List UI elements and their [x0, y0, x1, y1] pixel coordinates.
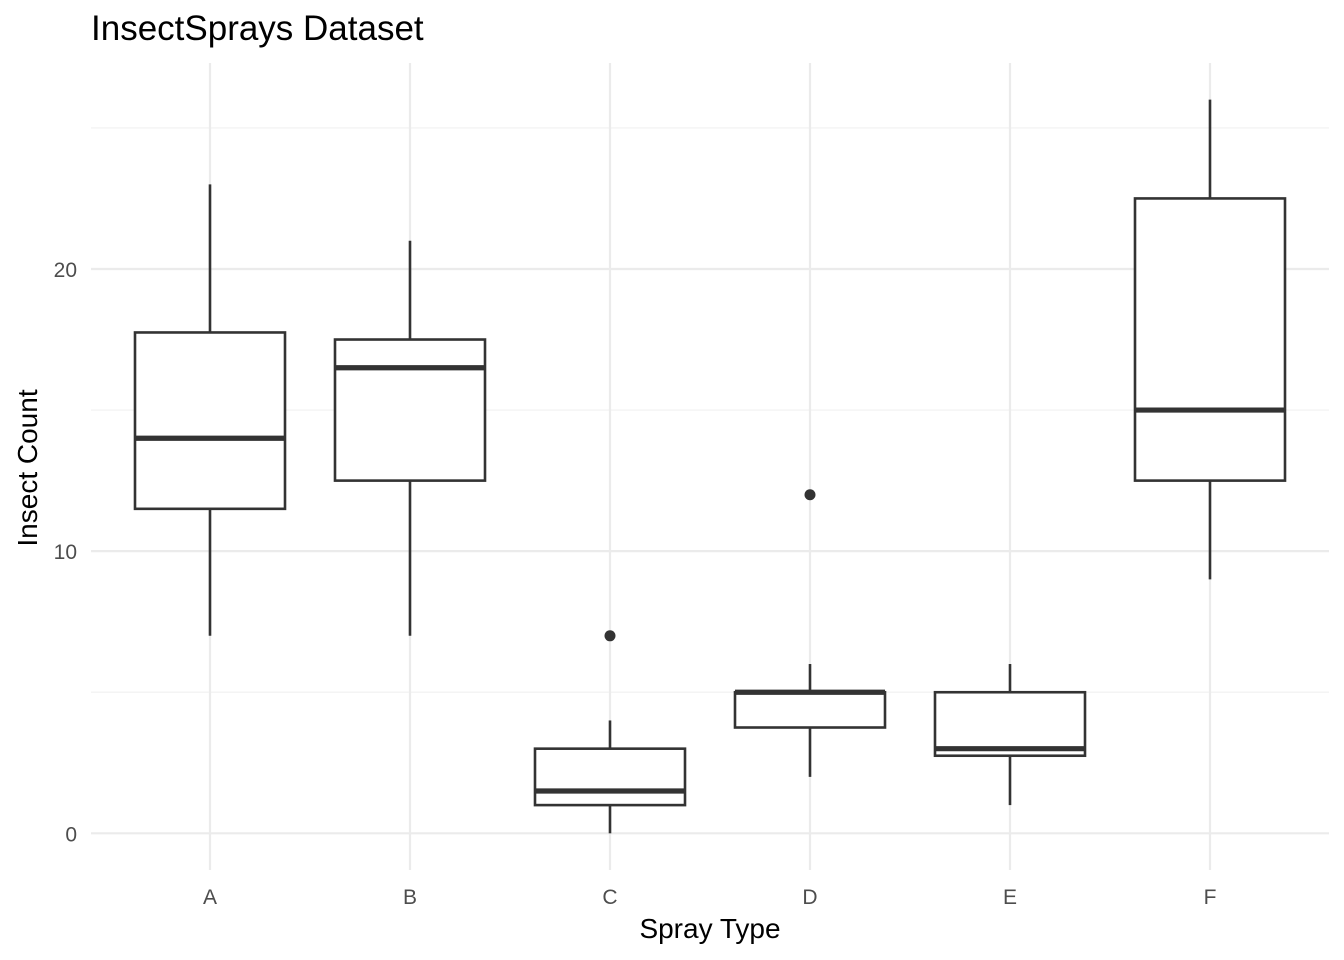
box-body — [533, 747, 687, 807]
y-axis-title: Insect Count — [12, 389, 43, 546]
box-b — [333, 240, 487, 636]
box-body — [933, 690, 1087, 758]
chart-title: InsectSprays Dataset — [91, 9, 424, 48]
box-body — [133, 331, 287, 511]
x-tick-label: C — [602, 886, 617, 909]
box-f — [1133, 99, 1287, 580]
box-body — [1133, 197, 1287, 482]
box-d — [733, 489, 887, 777]
box-a — [133, 184, 287, 636]
x-axis-title: Spray Type — [639, 913, 780, 944]
x-tick-label: E — [1003, 886, 1017, 909]
box-body — [333, 338, 487, 482]
outlier-point — [604, 630, 616, 642]
boxes — [133, 99, 1287, 834]
box-c — [533, 630, 687, 834]
y-tick-label: 10 — [54, 541, 77, 564]
x-tick-label: A — [203, 886, 217, 909]
y-tick-label: 0 — [65, 823, 77, 846]
axis-ticks: 0 10 20 A B C D E F — [54, 259, 1217, 909]
y-tick-label: 20 — [54, 259, 77, 282]
x-tick-label: D — [802, 886, 817, 909]
box-e — [933, 664, 1087, 806]
x-tick-label: B — [403, 886, 417, 909]
outlier-point — [804, 489, 816, 501]
x-tick-label: F — [1204, 886, 1217, 909]
box-body — [733, 690, 887, 729]
